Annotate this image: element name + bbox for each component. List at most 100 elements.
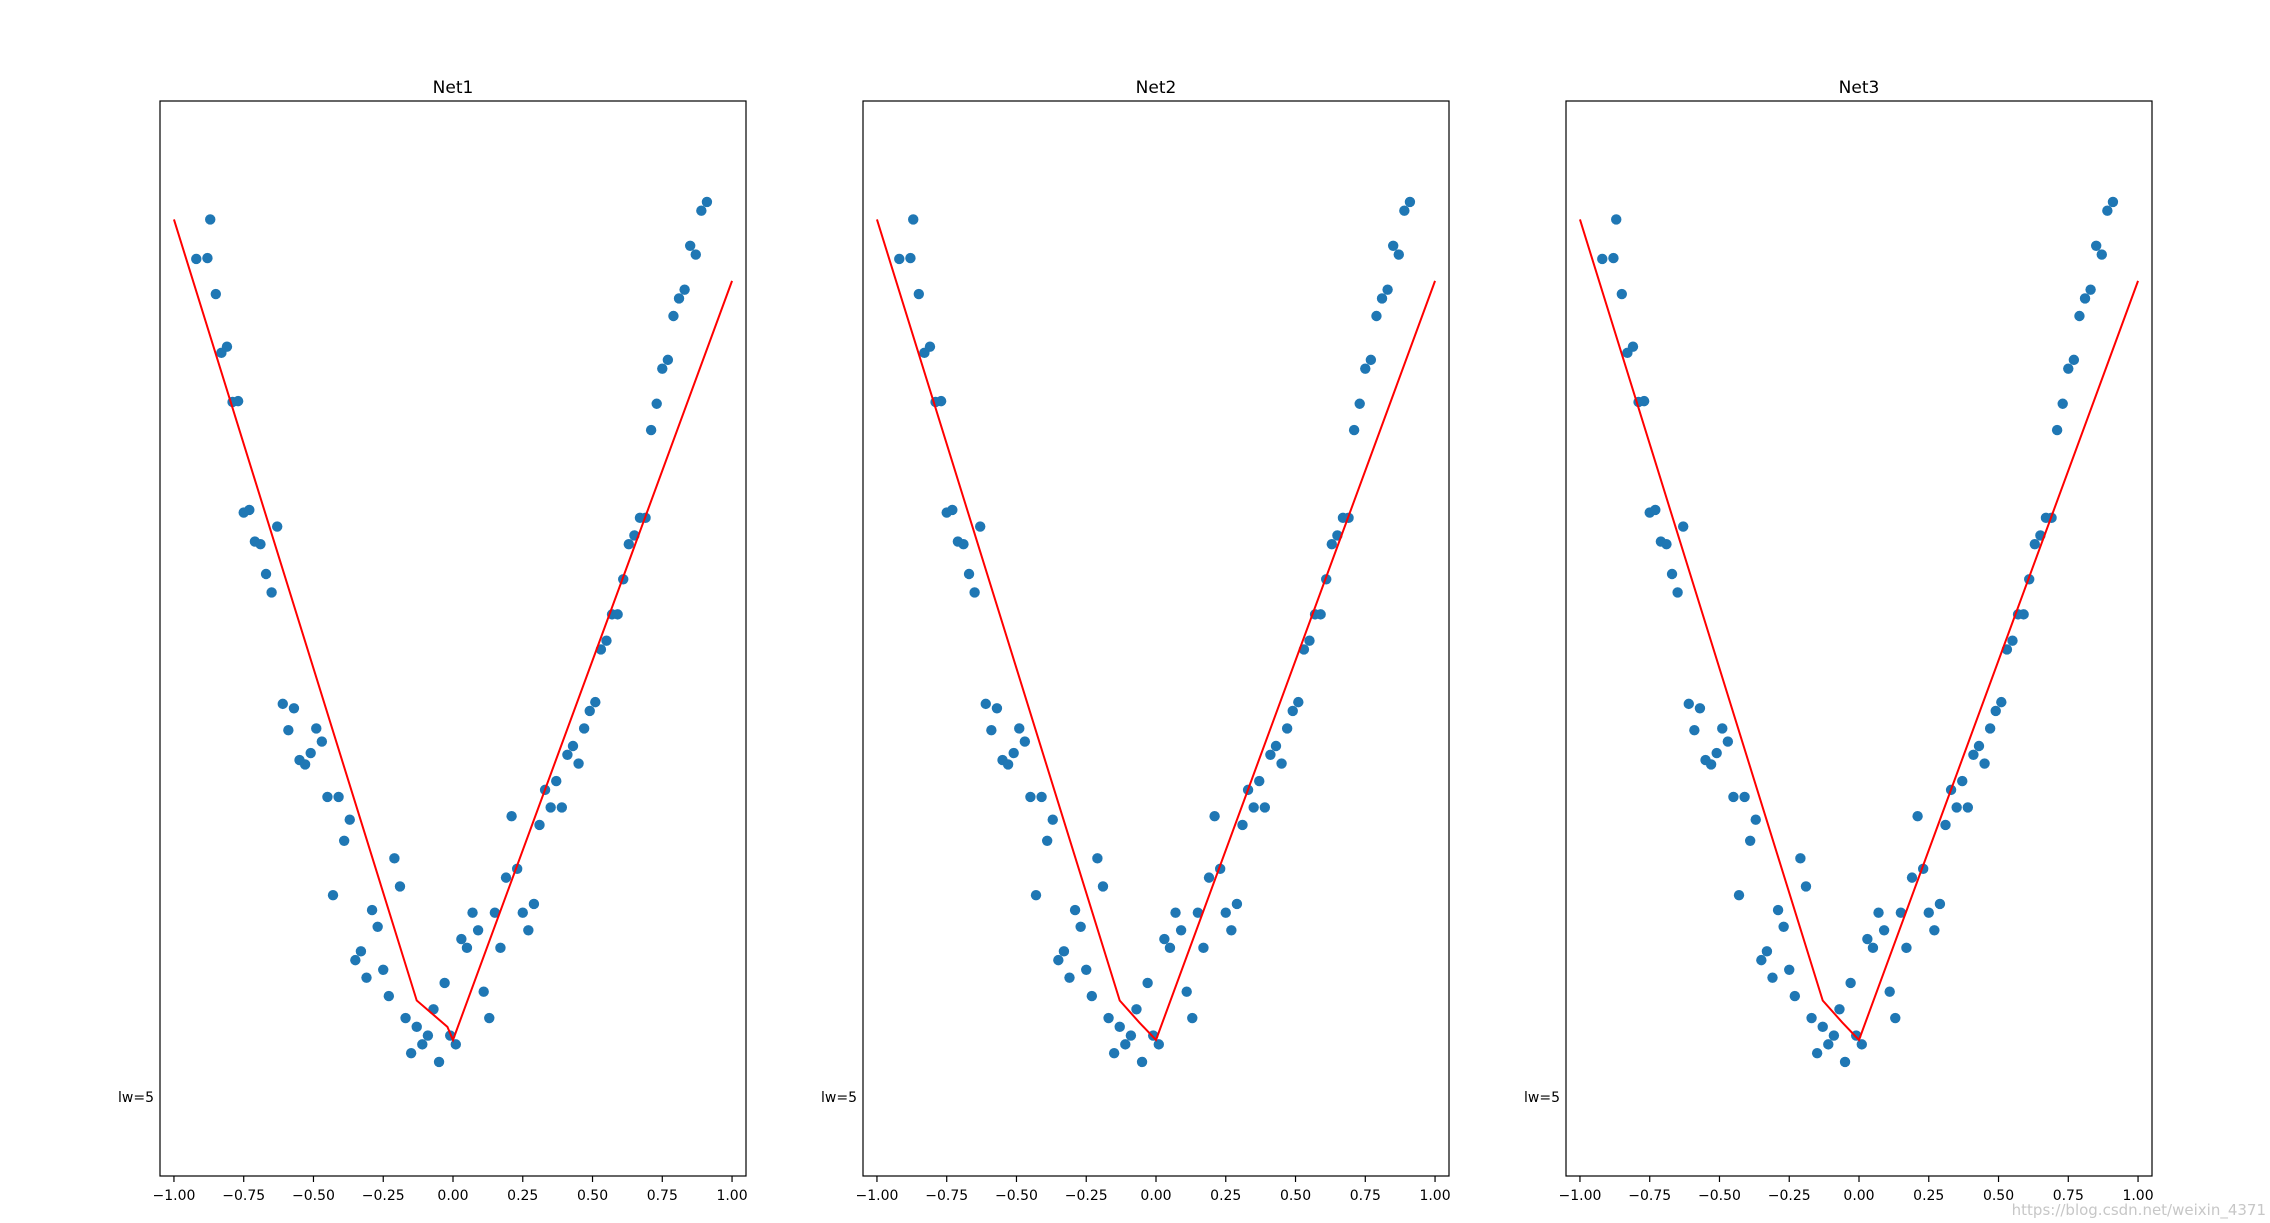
scatter-point <box>1789 990 1801 1002</box>
scatter-point <box>986 725 997 736</box>
scatter-point <box>1097 881 1109 892</box>
scatter-point <box>1878 925 1890 936</box>
scatter-point <box>1387 240 1399 251</box>
scatter-point <box>1181 986 1192 997</box>
scatter-point <box>1198 942 1209 954</box>
chart-panel-3: Net3 −1.00 −0.75 −0.50 −0.25 0.00 0.25 0.50 0.75… <box>1524 78 2154 1204</box>
scatter-point <box>2079 293 2091 304</box>
scatter-point <box>1058 946 1070 957</box>
x-tick-label: −0.25 <box>1768 1188 1811 1204</box>
chart-title: Net1 <box>433 78 474 98</box>
scatter-point <box>1739 791 1750 803</box>
scatter-point <box>1929 925 1940 936</box>
scatter-point <box>894 253 905 265</box>
scatter-point <box>260 568 272 580</box>
scatter-point <box>1170 907 1181 918</box>
scatter-point <box>1019 736 1031 747</box>
axes-frame <box>159 100 747 1177</box>
scatter-point <box>584 705 595 717</box>
scatter-point <box>1638 395 1650 407</box>
scatter-point <box>562 749 573 760</box>
scatter-point <box>221 341 233 352</box>
scatter-point <box>1722 736 1734 747</box>
lw-annotation: lw=5 <box>1524 1090 1560 1106</box>
scatter-point <box>322 791 333 803</box>
scatter-point <box>506 811 517 822</box>
scatter-point <box>2007 635 2018 646</box>
scatter-point <box>1661 538 1672 550</box>
scatter-point <box>1711 747 1722 759</box>
scatter-point <box>1192 907 1204 918</box>
scatter-point <box>489 907 501 918</box>
scatter-point <box>1611 214 1622 225</box>
scatter-point <box>1984 723 1996 734</box>
scatter-point <box>1728 791 1739 803</box>
scatter-point <box>1226 925 1237 936</box>
scatter-point <box>1778 921 1789 932</box>
scatter-point <box>1114 1021 1125 1033</box>
scatter-point <box>1597 253 1608 265</box>
scatter-point <box>2063 363 2074 374</box>
x-tick-label: 0.75 <box>2053 1188 2084 1204</box>
scatter-point <box>255 538 266 550</box>
scatter-point <box>1376 293 1388 304</box>
scatter-point <box>528 898 540 910</box>
x-tick-label: 0.75 <box>1350 1188 1381 1204</box>
scatter-point <box>935 395 947 407</box>
x-tick-label: 0.25 <box>1210 1188 1241 1204</box>
x-tick-label: −0.50 <box>995 1188 1038 1204</box>
scatter-point <box>1627 341 1639 352</box>
scatter-point <box>645 424 657 436</box>
scatter-point <box>411 1021 422 1033</box>
scatter-point <box>1912 811 1923 822</box>
scatter-point <box>545 802 556 813</box>
scatter-point <box>433 1056 445 1068</box>
scatter-point <box>1901 942 1912 954</box>
scatter-point <box>1014 723 1025 734</box>
watermark-text: https://blog.csdn.net/weixin_4371 <box>2012 1201 2266 1220</box>
scatter-point <box>1131 1004 1142 1015</box>
scatter-point <box>1086 990 1098 1002</box>
scatter-point <box>1081 964 1092 975</box>
scatter-point <box>467 907 478 918</box>
scatter-point <box>913 288 925 300</box>
scatter-point <box>1968 749 1979 760</box>
scatter-point <box>299 759 311 770</box>
scatter-point <box>1136 1056 1148 1068</box>
scatter-point <box>288 703 300 714</box>
scatter-point <box>1404 196 1416 208</box>
x-tick-label: −0.75 <box>1628 1188 1671 1204</box>
scatter-point <box>1237 819 1248 831</box>
scatter-point <box>908 214 919 225</box>
scatter-point <box>1828 1030 1840 1041</box>
scatter-point <box>316 736 328 747</box>
scatter-point <box>567 740 579 752</box>
x-tick-label: 0.00 <box>1843 1188 1874 1204</box>
x-tick-label: 0.75 <box>647 1188 678 1204</box>
chart-panel-2: Net2 −1.00 −0.75 −0.50 −0.25 0.00 0.25 0.50 0.75… <box>821 78 1451 1204</box>
x-tick-label: 0.50 <box>577 1188 608 1204</box>
scatter-point <box>1354 398 1365 409</box>
scatter-point <box>372 921 383 932</box>
scatter-point <box>668 310 679 322</box>
x-tick-label: −1.00 <box>1558 1188 1601 1204</box>
scatter-point <box>1265 749 1276 760</box>
scatter-point <box>1756 954 1767 966</box>
scatter-point <box>2107 196 2119 208</box>
scatter-point <box>1834 1004 1845 1015</box>
fit-line <box>875 219 1436 1042</box>
scatter-point <box>350 954 361 966</box>
scatter-point <box>1800 881 1812 892</box>
scatter-series <box>1597 196 2119 1068</box>
x-tick-label: −0.50 <box>1698 1188 1741 1204</box>
scatter-point <box>1393 249 1404 260</box>
scatter-point <box>1041 835 1053 846</box>
scatter-point <box>1839 1056 1851 1068</box>
scatter-point <box>696 205 707 216</box>
scatter-point <box>378 964 389 975</box>
x-tick-label: −0.25 <box>362 1188 405 1204</box>
scatter-point <box>905 252 916 264</box>
scatter-point <box>991 703 1003 714</box>
x-tick-label: −1.00 <box>152 1188 195 1204</box>
